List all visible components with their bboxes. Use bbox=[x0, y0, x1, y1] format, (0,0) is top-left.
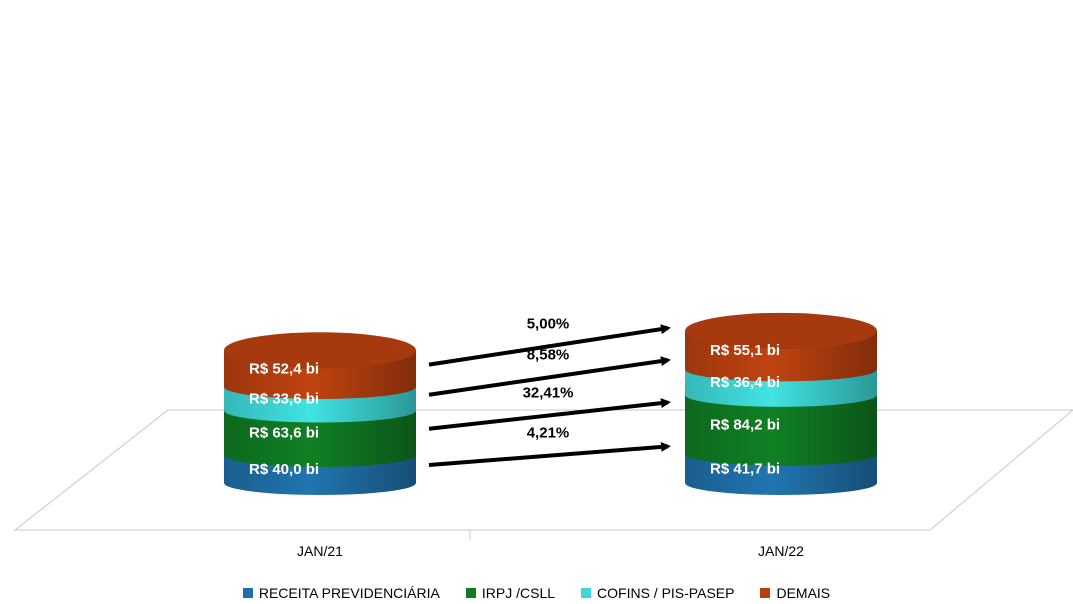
segment-value-label: R$ 52,4 bi bbox=[249, 361, 319, 378]
legend-item: RECEITA PREVIDENCIÁRIA bbox=[242, 585, 440, 601]
legend-label: IRPJ /CSLL bbox=[481, 585, 556, 601]
legend-swatch bbox=[581, 588, 592, 598]
growth-arrow bbox=[428, 356, 671, 397]
category-label: JAN/22 bbox=[758, 543, 804, 559]
bar-segment bbox=[685, 394, 877, 466]
cylinder-jan-22 bbox=[685, 312, 877, 495]
bar-segment bbox=[224, 410, 416, 467]
legend-item: COFINS / PIS-PASEP bbox=[581, 585, 734, 601]
segment-value-label: R$ 41,7 bi bbox=[710, 460, 780, 477]
legend-swatch bbox=[465, 588, 476, 598]
legend-item: DEMAIS bbox=[760, 585, 830, 601]
growth-arrow bbox=[428, 441, 671, 467]
legend: RECEITA PREVIDENCIÁRIA IRPJ /CSLL COFINS /… bbox=[0, 582, 1073, 604]
legend-label: RECEITA PREVIDENCIÁRIA bbox=[258, 585, 440, 601]
segment-value-label: R$ 84,2 bi bbox=[710, 416, 780, 433]
cylinder-top-cap bbox=[224, 332, 416, 369]
legend-label: COFINS / PIS-PASEP bbox=[597, 585, 735, 601]
legend-label: DEMAIS bbox=[776, 585, 831, 601]
segment-value-label: R$ 55,1 bi bbox=[710, 342, 780, 359]
legend-item: IRPJ /CSLL bbox=[465, 585, 556, 601]
segment-value-label: R$ 63,6 bi bbox=[249, 425, 319, 442]
segment-value-label: R$ 40,0 bi bbox=[249, 461, 319, 478]
category-label: JAN/21 bbox=[297, 543, 343, 559]
cylinder-jan-21 bbox=[224, 332, 416, 495]
legend-swatch bbox=[242, 588, 253, 598]
legend-swatch bbox=[760, 588, 771, 598]
growth-arrow bbox=[428, 398, 671, 431]
cylinder-top-cap bbox=[685, 312, 877, 349]
growth-arrow bbox=[428, 324, 671, 367]
growth-percentage-label: 5,00% bbox=[527, 315, 570, 332]
growth-percentage-label: 32,41% bbox=[523, 385, 574, 402]
segment-value-label: R$ 36,4 bi bbox=[710, 374, 780, 391]
segment-value-label: R$ 33,6 bi bbox=[249, 391, 319, 408]
growth-percentage-label: 8,58% bbox=[527, 346, 570, 363]
growth-percentage-label: 4,21% bbox=[527, 425, 570, 442]
